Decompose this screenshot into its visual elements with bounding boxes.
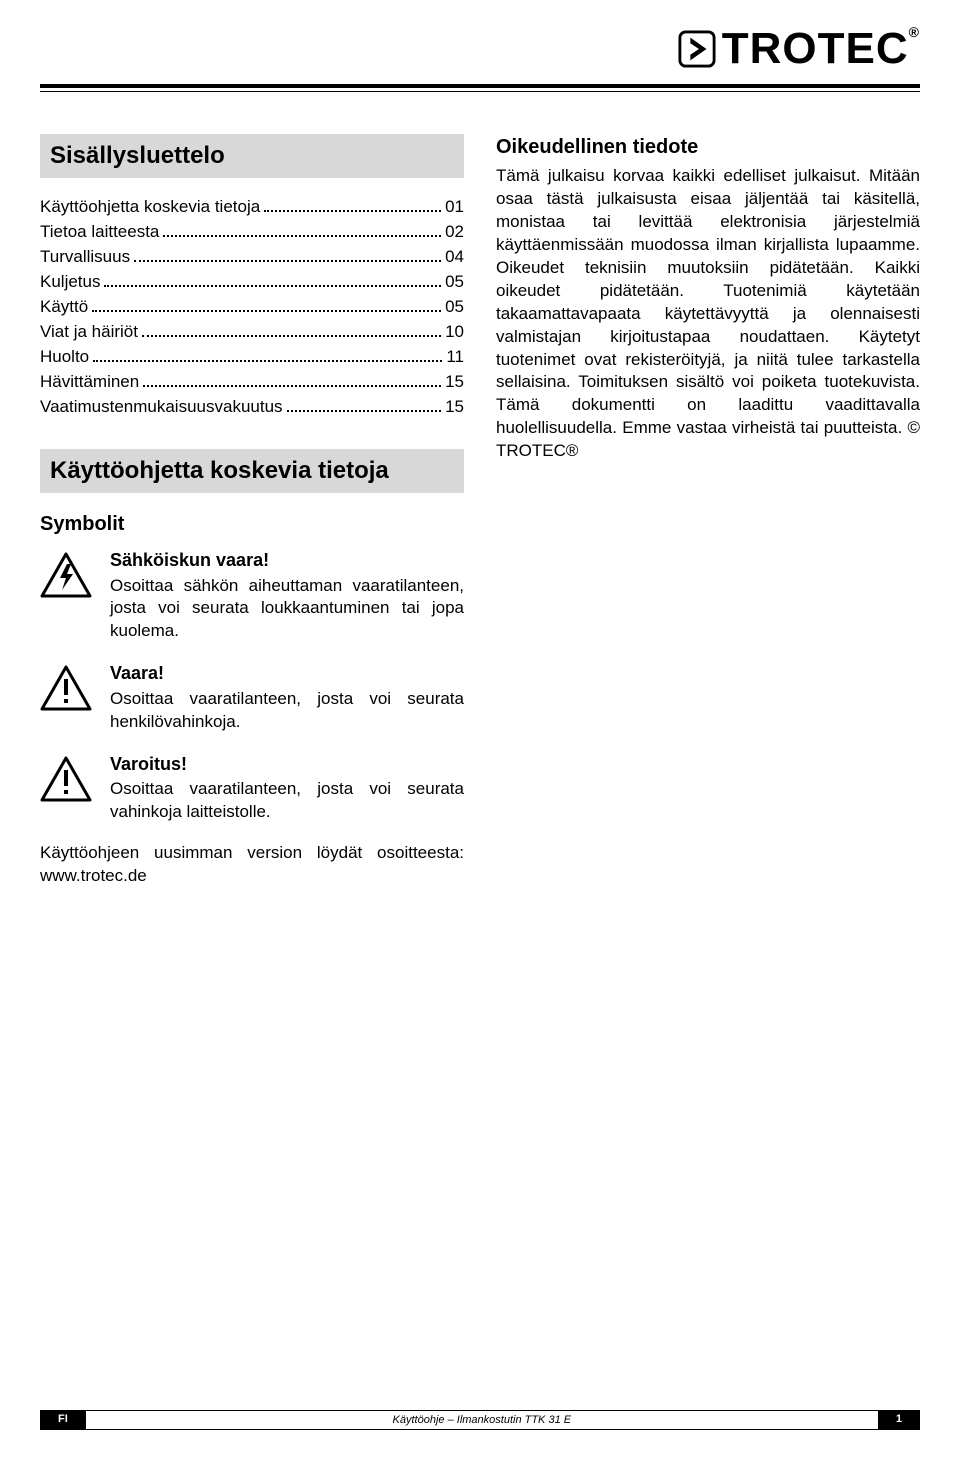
toc-label: Viat ja häiriöt	[40, 321, 138, 344]
toc-heading: Sisällysluettelo	[40, 134, 464, 178]
brand-arrow-icon	[678, 30, 716, 68]
toc-row: Käyttö 05	[40, 296, 464, 319]
toc-label: Kuljetus	[40, 271, 100, 294]
content-columns: Sisällysluettelo Käyttöohjetta koskevia …	[40, 134, 920, 888]
header-rule-thick	[40, 84, 920, 88]
symbol-item-shock: Sähköiskun vaara! Osoittaa sähkön aiheut…	[40, 548, 464, 643]
toc-leader	[143, 372, 441, 387]
brand-logo: TROTEC®	[678, 24, 920, 74]
footer-title: Käyttöohje – Ilmankostutin TTK 31 E	[86, 1410, 878, 1430]
toc-row: Käyttöohjetta koskevia tietoja 01	[40, 196, 464, 219]
symbol-text: Varoitus! Osoittaa vaaratilanteen, josta…	[110, 752, 464, 824]
toc-leader	[93, 347, 442, 362]
toc-row: Huolto 11	[40, 346, 464, 369]
toc-label: Käyttöohjetta koskevia tietoja	[40, 196, 260, 219]
left-column: Sisällysluettelo Käyttöohjetta koskevia …	[40, 134, 464, 888]
toc-page: 04	[445, 246, 464, 269]
toc-label: Tietoa laitteesta	[40, 221, 159, 244]
toc-leader	[134, 247, 441, 262]
symbol-title: Sähköiskun vaara!	[110, 548, 464, 572]
manual-page: TROTEC® Sisällysluettelo Käyttöohjetta k…	[0, 0, 960, 1458]
symbol-text: Vaara! Osoittaa vaaratilanteen, josta vo…	[110, 661, 464, 733]
toc-page: 01	[445, 196, 464, 219]
toc-leader	[264, 197, 441, 212]
toc-label: Turvallisuus	[40, 246, 130, 269]
header-rule-thin	[40, 91, 920, 92]
latest-version-note: Käyttöohjeen uusimman version löydät oso…	[40, 842, 464, 888]
toc-leader	[92, 297, 441, 312]
toc-row: Viat ja häiriöt 10	[40, 321, 464, 344]
table-of-contents: Käyttöohjetta koskevia tietoja 01 Tietoa …	[40, 196, 464, 418]
brand-name: TROTEC®	[722, 24, 920, 74]
symbol-title: Vaara!	[110, 661, 464, 685]
toc-label: Huolto	[40, 346, 89, 369]
right-column: Oikeudellinen tiedote Tämä julkaisu korv…	[496, 134, 920, 888]
symbol-text: Sähköiskun vaara! Osoittaa sähkön aiheut…	[110, 548, 464, 643]
symbol-item-warning: Varoitus! Osoittaa vaaratilanteen, josta…	[40, 752, 464, 824]
toc-page: 10	[445, 321, 464, 344]
toc-leader	[142, 322, 441, 337]
legal-heading: Oikeudellinen tiedote	[496, 134, 920, 161]
toc-label: Vaatimustenmukaisuusvakuutus	[40, 396, 283, 419]
warning-icon	[40, 752, 92, 802]
toc-page: 15	[445, 371, 464, 394]
symbol-item-danger: Vaara! Osoittaa vaaratilanteen, josta vo…	[40, 661, 464, 733]
toc-page: 11	[446, 346, 464, 369]
page-header: TROTEC®	[40, 24, 920, 76]
symbol-desc: Osoittaa vaaratilanteen, josta voi seura…	[110, 778, 464, 824]
symbol-title: Varoitus!	[110, 752, 464, 776]
symbol-desc: Osoittaa vaaratilanteen, josta voi seura…	[110, 688, 464, 734]
toc-row: Kuljetus 05	[40, 271, 464, 294]
legal-body: Tämä julkaisu korvaa kaikki edelliset ju…	[496, 165, 920, 463]
toc-page: 05	[445, 271, 464, 294]
footer-page-number: 1	[878, 1410, 920, 1430]
toc-page: 15	[445, 396, 464, 419]
toc-leader	[163, 222, 441, 237]
shock-icon	[40, 548, 92, 598]
footer-language: FI	[40, 1410, 86, 1430]
toc-row: Vaatimustenmukaisuusvakuutus 15	[40, 396, 464, 419]
toc-label: Hävittäminen	[40, 371, 139, 394]
toc-page: 02	[445, 221, 464, 244]
toc-row: Tietoa laitteesta 02	[40, 221, 464, 244]
danger-icon	[40, 661, 92, 711]
page-footer: FI Käyttöohje – Ilmankostutin TTK 31 E 1	[40, 1410, 920, 1430]
toc-leader	[287, 397, 442, 412]
toc-page: 05	[445, 296, 464, 319]
symbol-desc: Osoittaa sähkön aiheuttaman vaaratilante…	[110, 575, 464, 644]
toc-row: Hävittäminen 15	[40, 371, 464, 394]
section-heading-info: Käyttöohjetta koskevia tietoja	[40, 449, 464, 493]
toc-row: Turvallisuus 04	[40, 246, 464, 269]
symbols-heading: Symbolit	[40, 511, 464, 538]
toc-leader	[104, 272, 441, 287]
toc-label: Käyttö	[40, 296, 88, 319]
